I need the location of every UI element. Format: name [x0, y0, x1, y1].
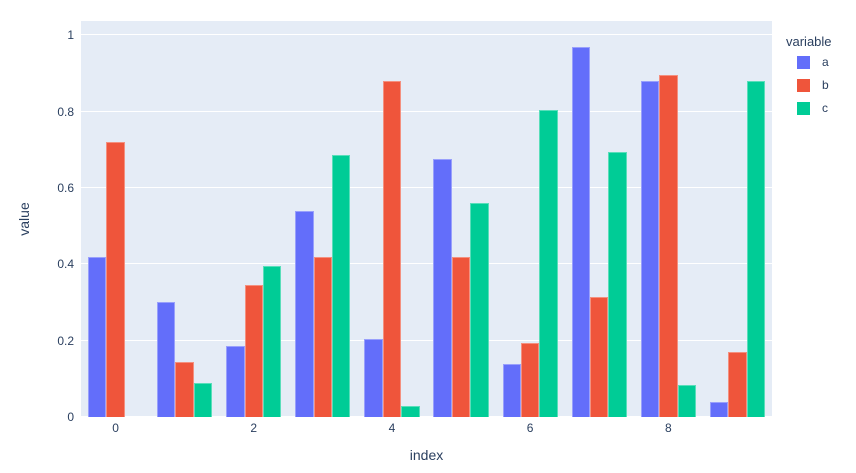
y-tick-label: 0.4 — [57, 257, 74, 272]
gridline — [81, 34, 772, 36]
bar-b-0[interactable] — [106, 142, 125, 417]
y-tick-label: 1 — [67, 28, 74, 43]
bar-a-3[interactable] — [295, 210, 314, 417]
bar-c-7[interactable] — [608, 151, 627, 417]
x-tick-label: 0 — [112, 421, 119, 435]
y-tick-label: 0.6 — [57, 180, 74, 195]
bar-b-6[interactable] — [520, 342, 540, 417]
bar-c-6[interactable] — [539, 109, 558, 417]
plot-area — [81, 21, 772, 417]
legend-title: variable — [786, 34, 832, 49]
bar-a-0[interactable] — [87, 256, 107, 417]
legend-item-c[interactable]: c — [786, 102, 832, 115]
x-tick-label: 6 — [526, 421, 534, 435]
bar-b-1[interactable] — [175, 361, 194, 417]
x-axis-title: index — [409, 447, 444, 463]
bar-b-4[interactable] — [382, 80, 402, 417]
bar-c-2[interactable] — [262, 266, 282, 417]
gridline — [81, 186, 772, 188]
y-tick-label: 0.8 — [57, 104, 74, 119]
legend-swatch-icon — [797, 102, 810, 115]
x-tick-label: 8 — [665, 421, 672, 435]
bar-a-9[interactable] — [709, 401, 729, 417]
bar-c-5[interactable] — [470, 203, 489, 417]
bar-c-3[interactable] — [332, 155, 351, 417]
x-tick-label: 4 — [388, 421, 396, 435]
bar-c-4[interactable] — [401, 405, 420, 417]
bar-b-9[interactable] — [728, 352, 747, 417]
bar-b-3[interactable] — [313, 256, 333, 417]
bar-b-8[interactable] — [659, 75, 678, 417]
bar-c-8[interactable] — [677, 384, 696, 417]
legend-swatch-icon — [797, 56, 810, 69]
bar-a-4[interactable] — [364, 338, 383, 417]
y-tick-label: 0 — [67, 410, 74, 424]
legend-swatch-icon — [797, 79, 810, 92]
bar-b-5[interactable] — [451, 256, 471, 417]
legend-label: b — [822, 78, 829, 92]
x-tick-label: 2 — [250, 421, 258, 435]
gridline — [81, 110, 772, 112]
y-tick-label: 0.2 — [57, 333, 74, 348]
bar-b-7[interactable] — [590, 296, 609, 417]
y-axis-title: value — [16, 202, 32, 236]
gridline — [81, 416, 772, 417]
bar-c-9[interactable] — [746, 80, 766, 417]
legend-label: a — [822, 55, 829, 69]
gridline — [81, 339, 772, 341]
bar-a-8[interactable] — [640, 80, 660, 417]
bar-a-5[interactable] — [433, 159, 452, 417]
bar-a-7[interactable] — [571, 46, 591, 417]
bar-a-1[interactable] — [157, 302, 176, 417]
legend-item-b[interactable]: b — [786, 79, 832, 92]
bar-a-6[interactable] — [502, 363, 521, 417]
bar-a-2[interactable] — [226, 346, 245, 417]
legend-label: c — [822, 101, 828, 115]
legend-item-a[interactable]: a — [786, 56, 832, 69]
bar-b-2[interactable] — [244, 285, 263, 417]
gridline — [81, 263, 772, 265]
bar-c-1[interactable] — [193, 382, 213, 417]
